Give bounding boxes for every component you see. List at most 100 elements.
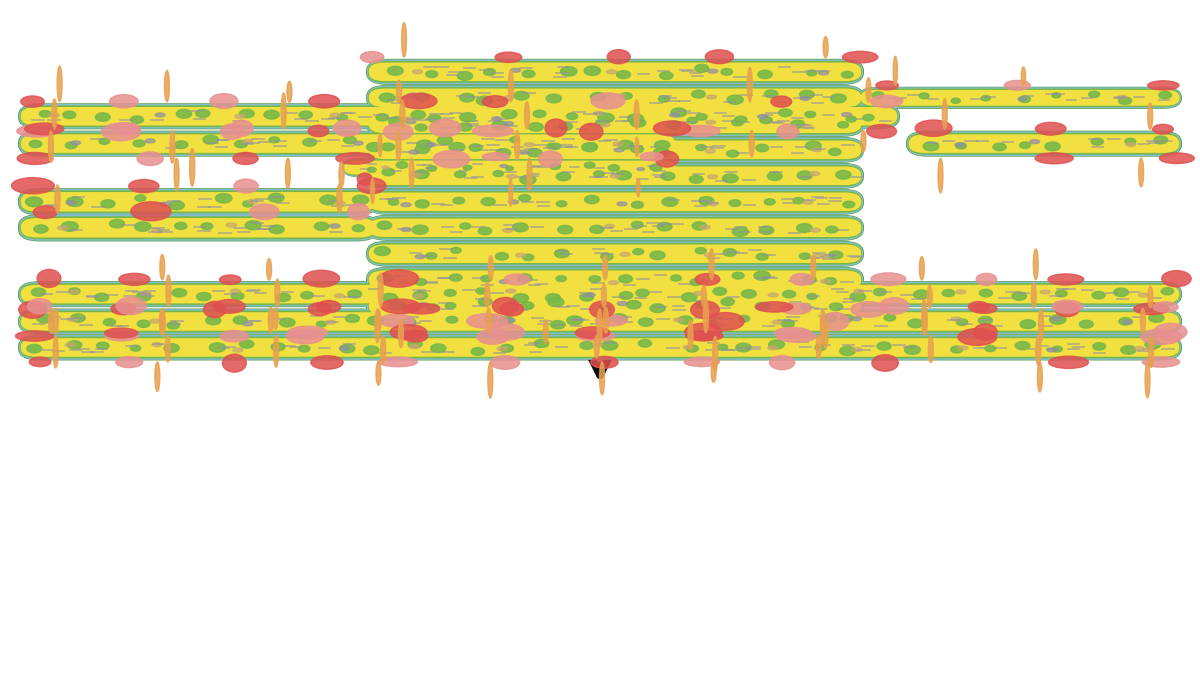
Circle shape (389, 199, 398, 205)
Ellipse shape (409, 158, 414, 187)
Ellipse shape (821, 313, 848, 330)
Ellipse shape (390, 325, 427, 340)
Circle shape (713, 287, 727, 295)
Ellipse shape (116, 297, 146, 315)
Ellipse shape (605, 224, 614, 228)
Ellipse shape (539, 151, 562, 167)
FancyBboxPatch shape (368, 87, 862, 109)
FancyBboxPatch shape (19, 215, 377, 241)
FancyBboxPatch shape (18, 281, 1182, 307)
Ellipse shape (220, 275, 241, 285)
Ellipse shape (853, 289, 864, 293)
Ellipse shape (812, 148, 822, 152)
FancyBboxPatch shape (368, 165, 862, 187)
Circle shape (815, 345, 826, 351)
Circle shape (445, 303, 456, 308)
Ellipse shape (400, 100, 404, 129)
Circle shape (343, 136, 356, 144)
Circle shape (479, 298, 492, 306)
Circle shape (659, 96, 670, 102)
Circle shape (686, 345, 698, 352)
Ellipse shape (1141, 329, 1182, 345)
FancyBboxPatch shape (20, 338, 1180, 357)
Circle shape (232, 292, 244, 300)
Circle shape (137, 320, 150, 328)
Ellipse shape (800, 96, 810, 101)
FancyBboxPatch shape (18, 131, 678, 157)
Circle shape (62, 111, 76, 118)
Circle shape (797, 171, 812, 180)
Ellipse shape (586, 293, 595, 297)
Ellipse shape (636, 179, 640, 196)
Circle shape (618, 140, 634, 149)
Circle shape (245, 221, 262, 230)
Circle shape (595, 120, 606, 126)
Circle shape (389, 117, 404, 126)
Circle shape (919, 93, 929, 98)
Ellipse shape (52, 99, 56, 129)
Circle shape (872, 92, 884, 98)
Circle shape (427, 166, 437, 171)
Circle shape (469, 144, 482, 151)
Ellipse shape (49, 308, 54, 333)
Ellipse shape (800, 303, 810, 307)
Circle shape (534, 339, 548, 347)
Circle shape (671, 108, 686, 117)
Ellipse shape (230, 120, 253, 136)
Circle shape (505, 166, 514, 170)
Ellipse shape (816, 336, 821, 358)
FancyBboxPatch shape (20, 285, 1180, 304)
Ellipse shape (976, 274, 997, 285)
Ellipse shape (155, 113, 166, 117)
Circle shape (136, 293, 151, 301)
Ellipse shape (473, 125, 514, 137)
Circle shape (1079, 320, 1093, 328)
Circle shape (662, 198, 678, 207)
Circle shape (1015, 341, 1030, 350)
Ellipse shape (635, 137, 638, 157)
Ellipse shape (155, 362, 160, 391)
Ellipse shape (973, 324, 997, 340)
Circle shape (660, 72, 673, 79)
Circle shape (727, 95, 743, 104)
Circle shape (722, 174, 738, 183)
Ellipse shape (242, 140, 252, 143)
Circle shape (690, 279, 702, 285)
Circle shape (240, 109, 254, 118)
FancyBboxPatch shape (908, 134, 1180, 153)
Circle shape (444, 289, 456, 296)
Ellipse shape (576, 331, 614, 341)
Ellipse shape (358, 178, 386, 194)
Circle shape (612, 314, 628, 323)
Ellipse shape (221, 124, 244, 139)
Ellipse shape (601, 284, 606, 307)
Ellipse shape (220, 330, 248, 342)
Ellipse shape (637, 168, 644, 170)
Ellipse shape (247, 199, 258, 203)
Circle shape (803, 276, 816, 284)
Ellipse shape (164, 70, 169, 102)
Circle shape (299, 111, 312, 118)
Ellipse shape (708, 175, 718, 179)
FancyBboxPatch shape (366, 137, 864, 163)
Circle shape (842, 201, 854, 208)
Circle shape (835, 170, 851, 179)
Ellipse shape (378, 134, 382, 157)
Ellipse shape (769, 356, 794, 369)
Ellipse shape (37, 269, 61, 287)
FancyBboxPatch shape (366, 215, 864, 241)
Circle shape (721, 298, 734, 306)
Ellipse shape (112, 122, 140, 135)
FancyBboxPatch shape (18, 103, 900, 129)
Ellipse shape (486, 308, 491, 333)
Ellipse shape (334, 120, 361, 136)
Ellipse shape (600, 123, 610, 127)
Ellipse shape (190, 148, 194, 186)
Circle shape (550, 143, 560, 149)
FancyBboxPatch shape (366, 189, 864, 215)
Ellipse shape (49, 114, 59, 117)
Ellipse shape (488, 256, 493, 280)
Ellipse shape (230, 289, 240, 293)
Ellipse shape (818, 71, 829, 75)
Ellipse shape (1030, 140, 1039, 144)
